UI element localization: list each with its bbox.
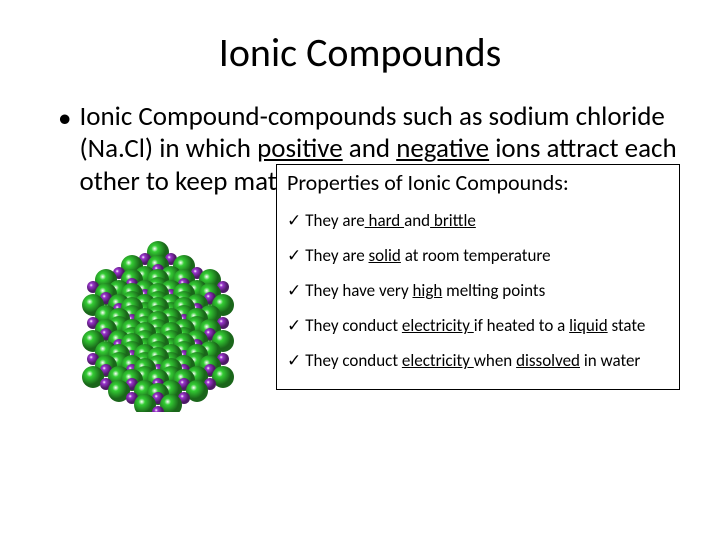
property-item: ✓They are solid at room temperature bbox=[287, 245, 669, 266]
property-item: ✓They conduct electricity if heated to a… bbox=[287, 315, 669, 336]
check-icon: ✓ bbox=[287, 210, 301, 231]
property-item: ✓They have very high melting points bbox=[287, 280, 669, 301]
property-item: ✓They are hard and brittle bbox=[287, 210, 669, 231]
properties-box: Properties of Ionic Compounds: ✓They are… bbox=[276, 164, 680, 390]
page-title: Ionic Compounds bbox=[40, 28, 680, 77]
property-text: They conduct electricity when dissolved … bbox=[305, 350, 640, 371]
body-underline-negative: negative bbox=[396, 132, 489, 165]
check-icon: ✓ bbox=[287, 280, 301, 301]
property-text: They have very high melting points bbox=[305, 280, 545, 301]
properties-list: ✓They are hard and brittle✓They are soli… bbox=[287, 210, 669, 371]
slide: Ionic Compounds • Ionic Compound-compoun… bbox=[0, 0, 720, 540]
check-icon: ✓ bbox=[287, 315, 301, 336]
check-icon: ✓ bbox=[287, 350, 301, 371]
check-icon: ✓ bbox=[287, 245, 301, 266]
property-text: They are hard and brittle bbox=[305, 210, 476, 231]
body-underline-positive: positive bbox=[257, 132, 343, 165]
bullet-icon: • bbox=[58, 103, 71, 135]
properties-heading: Properties of Ionic Compounds: bbox=[287, 169, 669, 196]
content-row: Properties of Ionic Compounds: ✓They are… bbox=[40, 202, 680, 428]
property-text: They are solid at room temperature bbox=[305, 245, 550, 266]
crystal-lattice-icon bbox=[58, 212, 258, 412]
body-mid1: and bbox=[343, 132, 397, 165]
property-text: They conduct electricity if heated to a … bbox=[305, 315, 645, 336]
property-item: ✓They conduct electricity when dissolved… bbox=[287, 350, 669, 371]
